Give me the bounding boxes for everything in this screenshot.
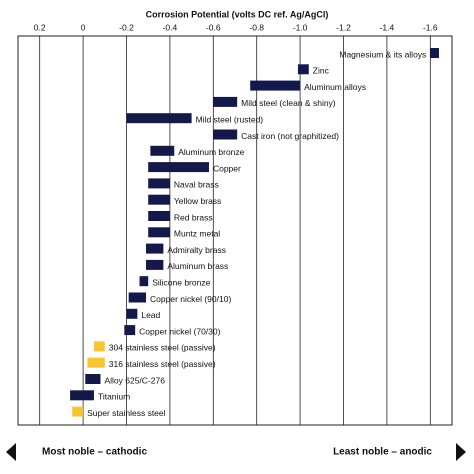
bar-label: Titanium (98, 392, 130, 402)
bar (126, 308, 138, 319)
bar (148, 194, 170, 205)
bar-label: Copper nickel (90/10) (150, 294, 231, 304)
bar (148, 227, 170, 238)
bar-label: Naval brass (174, 180, 219, 190)
bar-label: Mild steel (rusted) (196, 114, 264, 124)
bar-label: Muntz metal (174, 229, 220, 239)
bar (93, 341, 105, 352)
bar (126, 113, 192, 124)
bar (213, 96, 238, 107)
bar (87, 357, 105, 368)
x-tick-label: 0.2 (34, 22, 46, 32)
bar-label: Cast iron (not graphitized) (241, 131, 339, 141)
plot-frame (17, 35, 453, 426)
x-tick-label: -0.6 (206, 22, 221, 32)
bar (148, 178, 170, 189)
x-tick-label: -0.4 (163, 22, 178, 32)
bar (85, 374, 101, 384)
bar-label: 316 stainless steel (passive) (109, 359, 216, 369)
bar-label: Magnesium & its alloys (339, 49, 426, 59)
bar (150, 145, 175, 156)
bar (72, 406, 84, 417)
bar (70, 390, 94, 401)
bar-label: Alloy 625/C-276 (104, 375, 165, 385)
bar-label: Red brass (174, 212, 213, 222)
bar-label: Lead (141, 310, 160, 320)
bar-label: Copper nickel (70/30) (139, 326, 220, 336)
bar (148, 211, 170, 221)
bar-label: Aluminum bronze (178, 147, 244, 157)
x-tick-label: -0.2 (119, 22, 134, 32)
x-tick-label: -1.6 (423, 22, 438, 32)
bar (430, 48, 439, 58)
bar (213, 129, 238, 140)
bar-label: Yellow brass (174, 196, 221, 206)
x-tick-label: -1.4 (380, 22, 395, 32)
chart-title: Corrosion Potential (volts DC ref. Ag/Ag… (146, 9, 329, 19)
x-tick-label: -0.8 (249, 22, 264, 32)
bar (297, 64, 309, 75)
right-arrow (456, 443, 466, 461)
bar-label: Super stainless steel (87, 408, 166, 418)
bar (128, 292, 147, 303)
left-arrow (6, 443, 16, 461)
bar-label: Aluminum alloys (304, 82, 366, 92)
bar-label: Admiralty brass (167, 245, 226, 255)
bar (146, 259, 164, 270)
bar (148, 162, 209, 173)
bar-label: Zinc (313, 66, 330, 76)
bar (146, 243, 164, 254)
x-tick-label: 0 (81, 22, 86, 32)
x-tick-label: -1.0 (293, 22, 308, 32)
bar-label: Copper (213, 163, 241, 173)
bar (250, 80, 301, 91)
bar-label: Aluminum brass (167, 261, 228, 271)
bar (124, 325, 136, 336)
bar-label: Mild steel (clean & shiny) (241, 98, 336, 108)
cathodic-label: Most noble – cathodic (42, 447, 147, 458)
bar (139, 276, 149, 287)
x-tick-label: -1.2 (336, 22, 351, 32)
anodic-label: Least noble – anodic (333, 447, 432, 458)
bar-label: 304 stainless steel (passive) (109, 343, 216, 353)
bar-label: Silicone bronze (152, 277, 210, 287)
